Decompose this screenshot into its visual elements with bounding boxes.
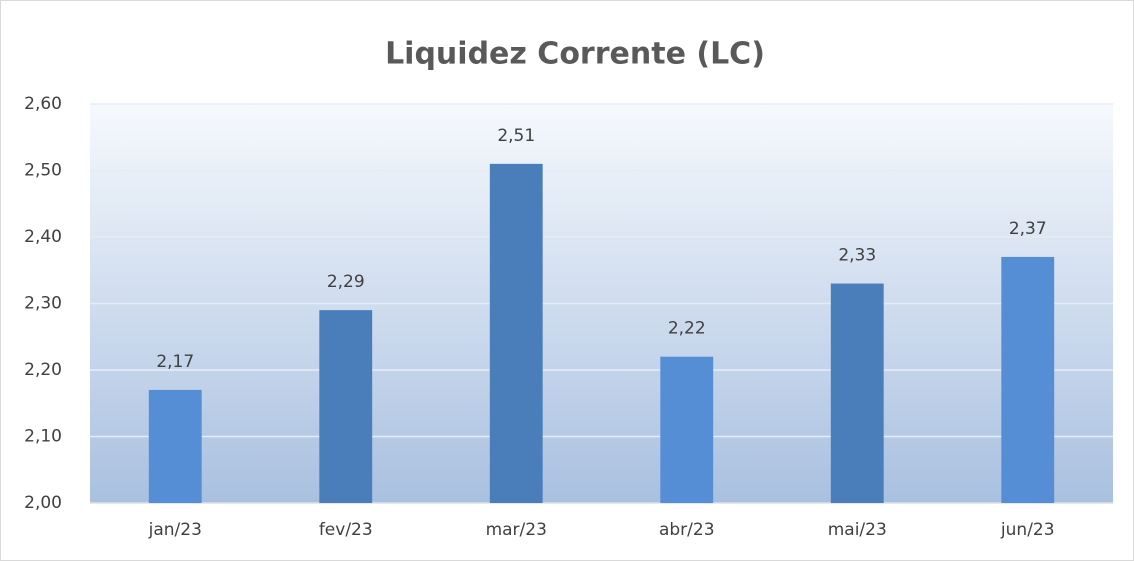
x-tick-label: mar/23 <box>486 520 547 540</box>
y-tick-label: 2,60 <box>24 94 62 114</box>
x-tick-label: jun/23 <box>1000 520 1055 540</box>
x-tick-label: fev/23 <box>319 520 373 540</box>
x-tick-label: abr/23 <box>659 520 715 540</box>
bar <box>1001 256 1055 503</box>
x-tick-label: mai/23 <box>828 520 887 540</box>
data-label: 2,37 <box>1009 219 1047 239</box>
bar <box>489 163 543 503</box>
chart-title: Liquidez Corrente (LC) <box>385 37 765 72</box>
data-label: 2,22 <box>668 319 706 339</box>
y-tick-label: 2,20 <box>24 360 62 380</box>
y-tick-label: 2,50 <box>24 161 62 181</box>
data-label: 2,33 <box>838 246 876 266</box>
data-label: 2,17 <box>156 352 194 372</box>
bar <box>830 283 884 503</box>
y-tick-label: 2,00 <box>24 493 62 513</box>
data-label: 2,51 <box>497 126 535 146</box>
y-tick-label: 2,10 <box>24 427 62 447</box>
data-label: 2,29 <box>327 272 365 292</box>
bar <box>660 356 714 503</box>
bar <box>319 310 373 503</box>
bar <box>148 389 202 503</box>
x-tick-label: jan/23 <box>148 520 202 540</box>
y-tick-label: 2,30 <box>24 294 62 314</box>
y-tick-label: 2,40 <box>24 227 62 247</box>
